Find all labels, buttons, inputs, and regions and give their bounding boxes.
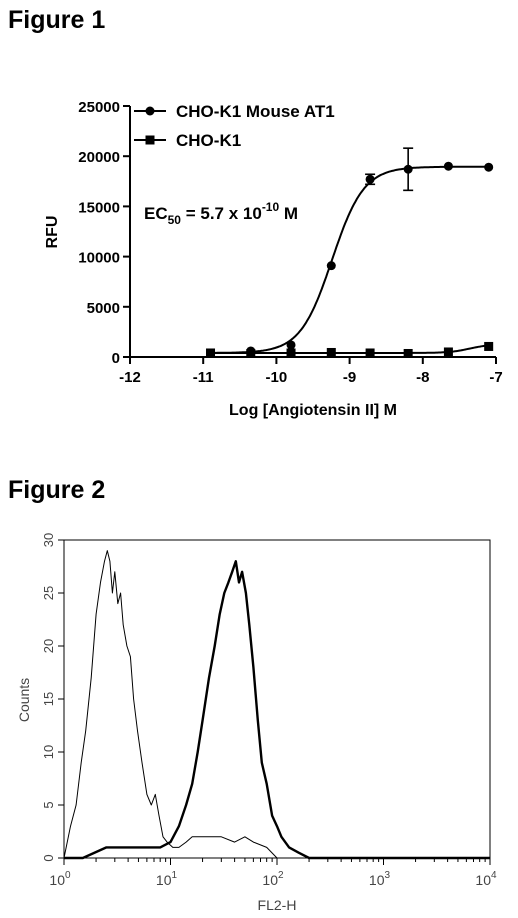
data-point-circle bbox=[443, 161, 453, 171]
x-tick-label: -12 bbox=[119, 369, 141, 386]
fit-curve-cho-k1-mouse-at1 bbox=[210, 165, 489, 354]
x-axis-label: Log [Angiotensin II] M bbox=[229, 402, 397, 419]
y-tick-label: 5 bbox=[41, 801, 56, 808]
data-point-square bbox=[286, 348, 296, 358]
x-tick-label: 104 bbox=[475, 870, 497, 888]
x-tick-base: 10 bbox=[156, 872, 172, 888]
x-tick-label: 102 bbox=[262, 870, 284, 888]
x-tick-base: 10 bbox=[475, 872, 491, 888]
plot-frame bbox=[63, 539, 491, 859]
x-axis-label: FL2-H bbox=[258, 897, 297, 913]
ec50-text: EC bbox=[144, 204, 168, 223]
y-tick-label: 10000 bbox=[78, 250, 120, 267]
data-point-circle bbox=[403, 164, 413, 174]
x-tick-base: 10 bbox=[262, 872, 278, 888]
data-point-square bbox=[443, 347, 453, 357]
ec50-value: = 5.7 x 10 bbox=[181, 204, 262, 223]
x-tick-label: -9 bbox=[343, 369, 356, 386]
data-point-square bbox=[365, 348, 375, 358]
y-tick-label: 30 bbox=[41, 533, 56, 547]
data-point-square bbox=[484, 341, 494, 351]
x-tick-label: 103 bbox=[369, 870, 391, 888]
x-tick-label: -10 bbox=[266, 369, 288, 386]
ec50-annotation: EC50 = 5.7 x 10-10 M bbox=[144, 200, 298, 227]
data-point-circle bbox=[286, 340, 296, 350]
y-axis-label: RFU bbox=[44, 216, 61, 249]
fit-curve-cho-k1 bbox=[210, 344, 489, 354]
x-tick-base: 10 bbox=[49, 872, 65, 888]
x-tick-exponent: 1 bbox=[172, 870, 178, 881]
data-point-square bbox=[326, 347, 336, 357]
y-axis-label: Counts bbox=[16, 678, 32, 722]
x-tick-label: 100 bbox=[49, 870, 71, 888]
y-tick-label: 0 bbox=[112, 350, 120, 367]
data-point-square bbox=[246, 348, 256, 358]
figure-1-title: Figure 1 bbox=[8, 6, 106, 34]
ec50-unit: M bbox=[279, 204, 298, 223]
y-tick-label: 20000 bbox=[78, 149, 120, 166]
ec50-superscript: -10 bbox=[262, 200, 280, 214]
x-tick-label: -7 bbox=[489, 369, 502, 386]
data-point-circle bbox=[365, 174, 375, 184]
x-tick-exponent: 2 bbox=[278, 870, 284, 881]
x-tick-label: -8 bbox=[416, 369, 429, 386]
data-point-circle bbox=[326, 261, 336, 271]
y-tick-label: 15000 bbox=[78, 199, 120, 216]
x-tick-exponent: 3 bbox=[385, 870, 391, 881]
x-tick-exponent: 4 bbox=[491, 870, 497, 881]
y-tick-label: 10 bbox=[41, 745, 56, 759]
legend-marker-square bbox=[145, 135, 155, 145]
x-tick-label: -11 bbox=[193, 369, 214, 386]
y-tick-label: 25 bbox=[41, 586, 56, 600]
data-point-circle bbox=[484, 162, 494, 172]
legend-label: CHO-K1 bbox=[176, 131, 241, 150]
data-point-square bbox=[403, 348, 413, 358]
figure-2-title: Figure 2 bbox=[8, 476, 106, 504]
legend-marker-circle bbox=[145, 106, 155, 116]
y-tick-label: 5000 bbox=[87, 300, 120, 317]
y-tick-label: 15 bbox=[41, 692, 56, 706]
figure-1-chart: 0 5000 10000 15000 20000 25000 -12 -11 -10 -9 -8 -… bbox=[44, 99, 503, 419]
y-tick-label: 20 bbox=[41, 639, 56, 653]
histogram-thick bbox=[64, 560, 490, 860]
histogram-thin bbox=[63, 550, 490, 859]
x-tick-label: 101 bbox=[156, 870, 178, 888]
ec50-subscript: 50 bbox=[168, 213, 182, 227]
data-point-square bbox=[206, 348, 216, 358]
x-tick-base: 10 bbox=[369, 872, 385, 888]
y-tick-label: 25000 bbox=[78, 99, 120, 116]
x-tick-exponent: 0 bbox=[65, 870, 71, 881]
y-tick-label: 0 bbox=[41, 854, 56, 861]
legend-label: CHO-K1 Mouse AT1 bbox=[176, 102, 335, 121]
